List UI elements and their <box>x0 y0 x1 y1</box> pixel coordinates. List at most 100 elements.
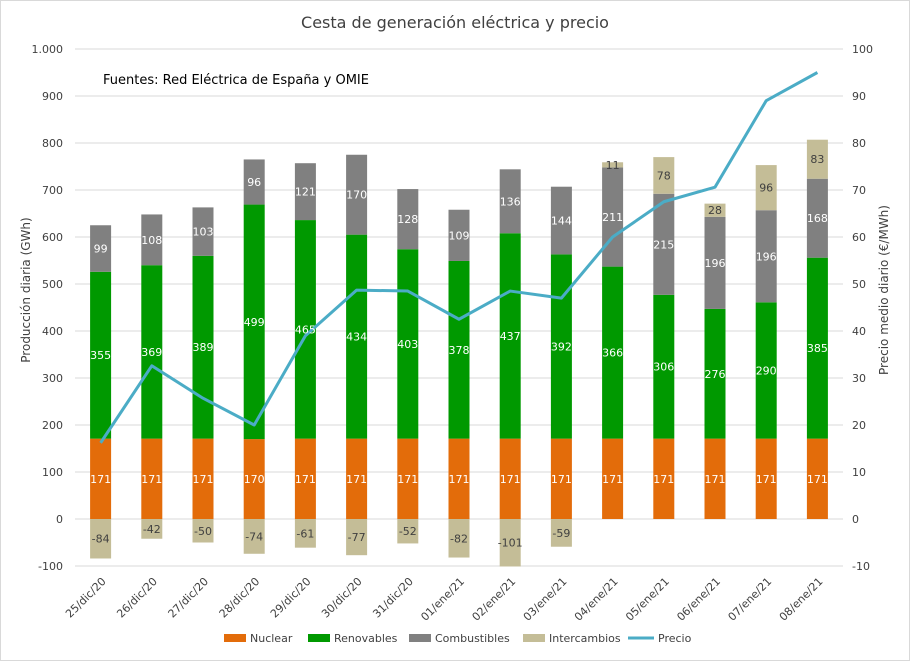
x-tick-label: 05/ene/21 <box>623 575 672 624</box>
bar-nuclear <box>192 438 214 519</box>
y-tick-label: 1.000 <box>32 43 64 56</box>
bar-renovables <box>346 234 368 439</box>
bar-combustibles <box>755 210 777 303</box>
bar-intercambios <box>806 139 828 179</box>
bar-intercambios <box>397 519 419 544</box>
bar-combustibles <box>192 207 214 256</box>
bar-renovables <box>602 266 624 439</box>
data-label: -50 <box>194 525 212 538</box>
data-label: -61 <box>296 527 314 540</box>
legend-label: Intercambios <box>549 632 621 645</box>
data-label: 109 <box>449 229 470 242</box>
bar-intercambios <box>653 157 675 194</box>
bar-nuclear <box>550 438 572 519</box>
x-tick-label: 31/dic/20 <box>370 575 416 621</box>
data-label: 11 <box>606 159 620 172</box>
data-label: 83 <box>810 153 824 166</box>
data-label: 211 <box>602 211 623 224</box>
y2-tick-label: 0 <box>852 513 859 526</box>
bar-combustibles <box>346 154 368 235</box>
bar-combustibles <box>448 209 470 261</box>
data-label: 465 <box>295 323 316 336</box>
bar-intercambios <box>448 519 470 558</box>
bar-intercambios <box>602 162 624 168</box>
data-label: 171 <box>397 473 418 486</box>
bar-renovables <box>755 302 777 439</box>
bar-combustibles <box>243 159 265 205</box>
data-label: -52 <box>399 525 417 538</box>
data-label: 144 <box>551 215 572 228</box>
bar-renovables <box>243 204 265 440</box>
bar-nuclear <box>294 438 316 519</box>
data-label: 171 <box>141 473 162 486</box>
bar-combustibles <box>499 169 521 234</box>
data-label: 171 <box>193 473 214 486</box>
bar-renovables <box>90 271 112 439</box>
bar-combustibles <box>141 214 163 266</box>
data-label: -101 <box>498 537 523 550</box>
y2-tick-label: -10 <box>852 560 870 573</box>
data-label: 99 <box>94 243 108 256</box>
data-label: 171 <box>500 473 521 486</box>
legend-label: Precio <box>658 632 692 645</box>
legend-label: Nuclear <box>250 632 293 645</box>
data-label: 276 <box>705 368 726 381</box>
bar-renovables <box>192 255 214 439</box>
data-label: 437 <box>500 330 521 343</box>
data-label: 171 <box>653 473 674 486</box>
bar-renovables <box>141 265 163 439</box>
data-label: 366 <box>602 347 623 360</box>
bar-nuclear <box>704 438 726 519</box>
y-axis-label: Producción diaria (GWh) <box>19 217 33 362</box>
data-label: 170 <box>244 473 265 486</box>
bar-renovables <box>806 257 828 439</box>
y-tick-label: 200 <box>42 419 63 432</box>
bar-renovables <box>550 254 572 439</box>
data-label: 168 <box>807 212 828 225</box>
data-label: 369 <box>141 346 162 359</box>
bar-combustibles <box>704 216 726 309</box>
x-tick-label: 27/dic/20 <box>166 575 212 621</box>
y2-tick-label: 70 <box>852 184 866 197</box>
x-tick-label: 06/ene/21 <box>674 575 723 624</box>
x-tick-label: 02/ene/21 <box>470 575 519 624</box>
bar-nuclear <box>90 438 112 519</box>
data-label: 499 <box>244 316 265 329</box>
y2-tick-label: 50 <box>852 278 866 291</box>
bar-intercambios <box>550 519 572 547</box>
legend-swatch <box>409 634 431 642</box>
y-tick-label: 500 <box>42 278 63 291</box>
data-label: 108 <box>141 234 162 247</box>
bar-nuclear <box>806 438 828 519</box>
data-label: 385 <box>807 342 828 355</box>
data-label: 128 <box>397 213 418 226</box>
data-label: 136 <box>500 195 521 208</box>
data-label: 196 <box>756 250 777 263</box>
y2-tick-label: 10 <box>852 466 866 479</box>
x-tick-label: 26/dic/20 <box>114 575 160 621</box>
data-label: -84 <box>92 533 110 546</box>
bar-intercambios <box>294 519 316 548</box>
data-label: -59 <box>552 527 570 540</box>
data-label: 28 <box>708 204 722 217</box>
data-label: 355 <box>90 349 111 362</box>
data-label: 103 <box>193 226 214 239</box>
y2-axis-label: Precio medio diario (€/MWh) <box>877 205 891 375</box>
bar-combustibles <box>397 189 419 250</box>
data-label: 96 <box>247 176 261 189</box>
legend-label: Combustibles <box>435 632 510 645</box>
bar-intercambios <box>243 519 265 554</box>
data-label: 96 <box>759 182 773 195</box>
y-tick-label: 400 <box>42 325 63 338</box>
data-label: 171 <box>756 473 777 486</box>
data-label: 171 <box>807 473 828 486</box>
data-label: 171 <box>705 473 726 486</box>
bar-renovables <box>448 260 470 439</box>
x-tick-label: 29/dic/20 <box>268 575 314 621</box>
bar-nuclear <box>397 438 419 519</box>
x-tick-label: 25/dic/20 <box>63 575 109 621</box>
bar-nuclear <box>602 438 624 519</box>
bar-intercambios <box>90 519 112 559</box>
y-tick-label: 600 <box>42 231 63 244</box>
